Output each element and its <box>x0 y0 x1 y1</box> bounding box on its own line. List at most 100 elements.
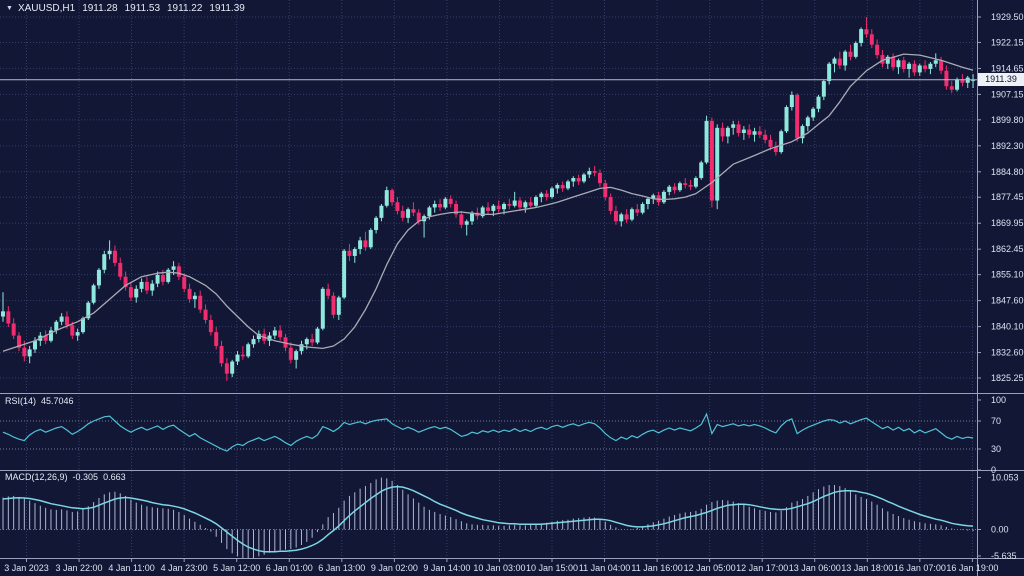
candle <box>315 328 320 343</box>
candle <box>374 217 379 230</box>
candle <box>70 325 75 336</box>
macd-indicator-label: MACD(12,26,9) -0.305 0.663 <box>5 472 126 482</box>
rsi-axis-label: 30 <box>991 444 1001 454</box>
time-axis: 3 Jan 2023 3 Jan 22:00 4 Jan 11:00 4 Jan 23… <box>4 558 998 573</box>
rsi-name: RSI(14) <box>5 396 37 406</box>
candle <box>6 311 11 324</box>
candle <box>118 262 123 277</box>
candle <box>907 63 912 69</box>
candle <box>363 240 368 248</box>
ma-layer <box>2 53 974 352</box>
candle <box>22 347 27 357</box>
candle <box>16 335 21 348</box>
candle <box>27 349 32 357</box>
price-axis-label: 1884.80 <box>991 167 1024 177</box>
candle <box>859 29 864 43</box>
candle <box>880 55 885 64</box>
candle <box>80 318 85 333</box>
candle <box>869 34 874 45</box>
candle <box>502 203 507 210</box>
candle <box>581 174 586 182</box>
candle <box>326 288 331 296</box>
candle <box>534 197 538 206</box>
candle <box>832 58 837 64</box>
candle <box>176 266 181 277</box>
price-axis-label: 1922.15 <box>991 37 1024 47</box>
candle <box>1 311 5 317</box>
candle <box>454 203 459 215</box>
candle <box>736 124 741 134</box>
candle <box>901 60 906 69</box>
candle <box>864 29 869 35</box>
candle <box>843 51 848 66</box>
candle <box>491 205 496 211</box>
candle <box>251 339 256 345</box>
price-axis-label: 1832.60 <box>991 348 1024 358</box>
ohlc-high: 1911.53 <box>124 3 160 14</box>
candle <box>347 250 352 256</box>
candle <box>310 339 315 343</box>
rsi-panel <box>0 412 977 452</box>
rsi-axis-label: 70 <box>991 416 1001 426</box>
candle <box>747 129 752 135</box>
candle <box>128 287 133 298</box>
candle <box>182 276 187 289</box>
candle <box>773 146 778 153</box>
candle <box>789 94 794 108</box>
candle <box>331 295 336 315</box>
candle <box>203 309 208 320</box>
current-price-tag: 1911.39 <box>978 73 1024 87</box>
candle <box>752 131 757 135</box>
price-axis-label: 1869.95 <box>991 218 1024 228</box>
candle <box>555 184 560 189</box>
candle <box>336 297 341 315</box>
candle <box>342 250 347 298</box>
candle <box>480 207 485 217</box>
macd-axis-label: -5.635 <box>991 551 1017 561</box>
macd-axis-label: 0.00 <box>991 525 1009 535</box>
symbol-dropdown-icon[interactable]: ▼ <box>6 4 13 12</box>
candle <box>635 209 640 213</box>
candle <box>661 191 666 203</box>
candle <box>416 212 421 222</box>
candle <box>837 58 842 66</box>
candle <box>885 56 890 64</box>
candle <box>91 285 96 303</box>
candle <box>853 42 858 57</box>
macd-name: MACD(12,26,9) <box>5 472 68 482</box>
symbol-period-label: XAUUSD,H1 <box>17 3 76 14</box>
candle <box>613 210 618 222</box>
candle <box>150 283 155 291</box>
candle <box>75 332 80 336</box>
candle <box>672 186 677 191</box>
candle <box>294 351 299 360</box>
candle <box>731 124 736 128</box>
candle <box>438 203 443 208</box>
candle <box>725 127 730 137</box>
candle <box>571 178 576 182</box>
candle <box>795 94 800 139</box>
price-axis-label: 1892.30 <box>991 141 1024 151</box>
candle <box>805 117 810 127</box>
candle <box>59 316 64 322</box>
candle <box>667 186 672 192</box>
candle <box>272 330 277 336</box>
candle <box>155 274 160 284</box>
candle <box>811 108 816 118</box>
candle <box>848 51 853 57</box>
candle <box>512 200 517 206</box>
time-axis-label: 13 Jan 18:00 <box>841 563 893 573</box>
candle <box>518 200 523 208</box>
chart-title-bar: ▼ XAUUSD,H1 1911.28 1911.53 1911.22 1911… <box>6 3 245 14</box>
macd-histogram <box>2 477 974 559</box>
candle <box>507 203 512 206</box>
price-axis-label: 1840.10 <box>991 322 1024 332</box>
candle <box>459 214 464 225</box>
candle <box>411 209 416 213</box>
candle <box>448 198 453 204</box>
candle <box>768 139 773 147</box>
candle <box>917 65 922 73</box>
candle <box>267 335 272 341</box>
candle <box>123 276 128 288</box>
